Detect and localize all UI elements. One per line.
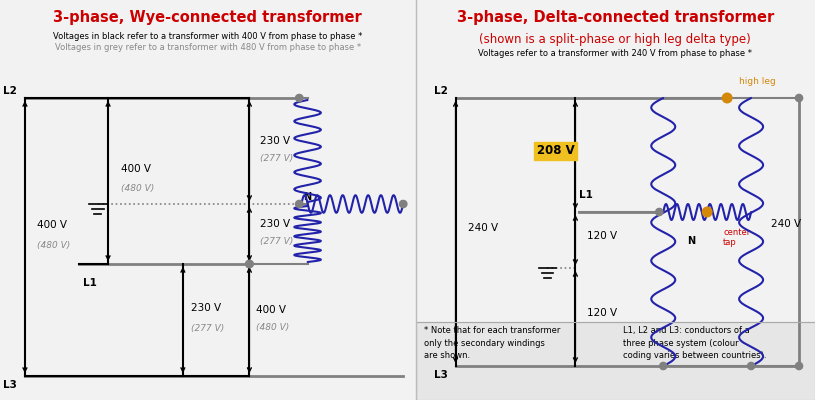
Text: 240 V: 240 V: [771, 219, 801, 229]
Text: 400 V: 400 V: [121, 164, 151, 174]
Text: L1: L1: [83, 278, 97, 288]
Text: L2: L2: [434, 86, 447, 96]
Circle shape: [795, 94, 803, 102]
Circle shape: [703, 207, 712, 217]
Text: Voltages in black refer to a transformer with 400 V from phase to phase *: Voltages in black refer to a transformer…: [53, 32, 363, 41]
Text: 240 V: 240 V: [468, 223, 498, 233]
Text: L3: L3: [2, 380, 16, 390]
Text: L1: L1: [579, 190, 593, 200]
Text: (277 V): (277 V): [192, 324, 224, 332]
Text: N: N: [303, 192, 311, 202]
Circle shape: [795, 362, 803, 370]
Text: 120 V: 120 V: [588, 231, 618, 241]
Text: 3-phase, Wye-connected transformer: 3-phase, Wye-connected transformer: [54, 10, 362, 25]
Text: 120 V: 120 V: [588, 308, 618, 318]
Text: L3: L3: [434, 370, 447, 380]
Text: 400 V: 400 V: [256, 305, 285, 315]
Text: Voltages in grey refer to a transformer with 480 V from phase to phase *: Voltages in grey refer to a transformer …: [55, 43, 361, 52]
Circle shape: [659, 362, 667, 370]
Text: (277 V): (277 V): [260, 154, 293, 163]
Text: (277 V): (277 V): [260, 237, 293, 246]
Text: 400 V: 400 V: [37, 220, 68, 230]
Text: 230 V: 230 V: [260, 136, 290, 146]
Text: (shown is a split-phase or high leg delta type): (shown is a split-phase or high leg delt…: [479, 33, 751, 46]
Text: 208 V: 208 V: [536, 144, 575, 158]
Text: (480 V): (480 V): [121, 184, 154, 194]
Text: L2: L2: [2, 86, 16, 96]
Circle shape: [747, 362, 755, 370]
Circle shape: [245, 260, 253, 268]
Circle shape: [296, 94, 303, 102]
Text: 230 V: 230 V: [260, 219, 290, 229]
Text: (480 V): (480 V): [37, 240, 71, 250]
Circle shape: [399, 200, 407, 208]
Circle shape: [722, 93, 732, 103]
Text: 3-phase, Delta-connected transformer: 3-phase, Delta-connected transformer: [456, 10, 774, 25]
Text: (480 V): (480 V): [256, 323, 289, 332]
Circle shape: [655, 208, 663, 216]
Text: N: N: [687, 236, 695, 246]
Text: L1, L2 and L3: conductors of a
three phase system (colour
coding varies between : L1, L2 and L3: conductors of a three pha…: [623, 326, 767, 360]
Text: high leg: high leg: [739, 78, 776, 86]
Text: * Note that for each transformer
only the secondary windings
are shown.: * Note that for each transformer only th…: [424, 326, 560, 360]
Text: Voltages refer to a transformer with 240 V from phase to phase *: Voltages refer to a transformer with 240…: [478, 49, 752, 58]
Text: center
tap: center tap: [723, 228, 751, 247]
Text: 230 V: 230 V: [192, 303, 222, 313]
FancyBboxPatch shape: [416, 322, 815, 400]
Circle shape: [245, 260, 253, 268]
Circle shape: [296, 200, 303, 208]
